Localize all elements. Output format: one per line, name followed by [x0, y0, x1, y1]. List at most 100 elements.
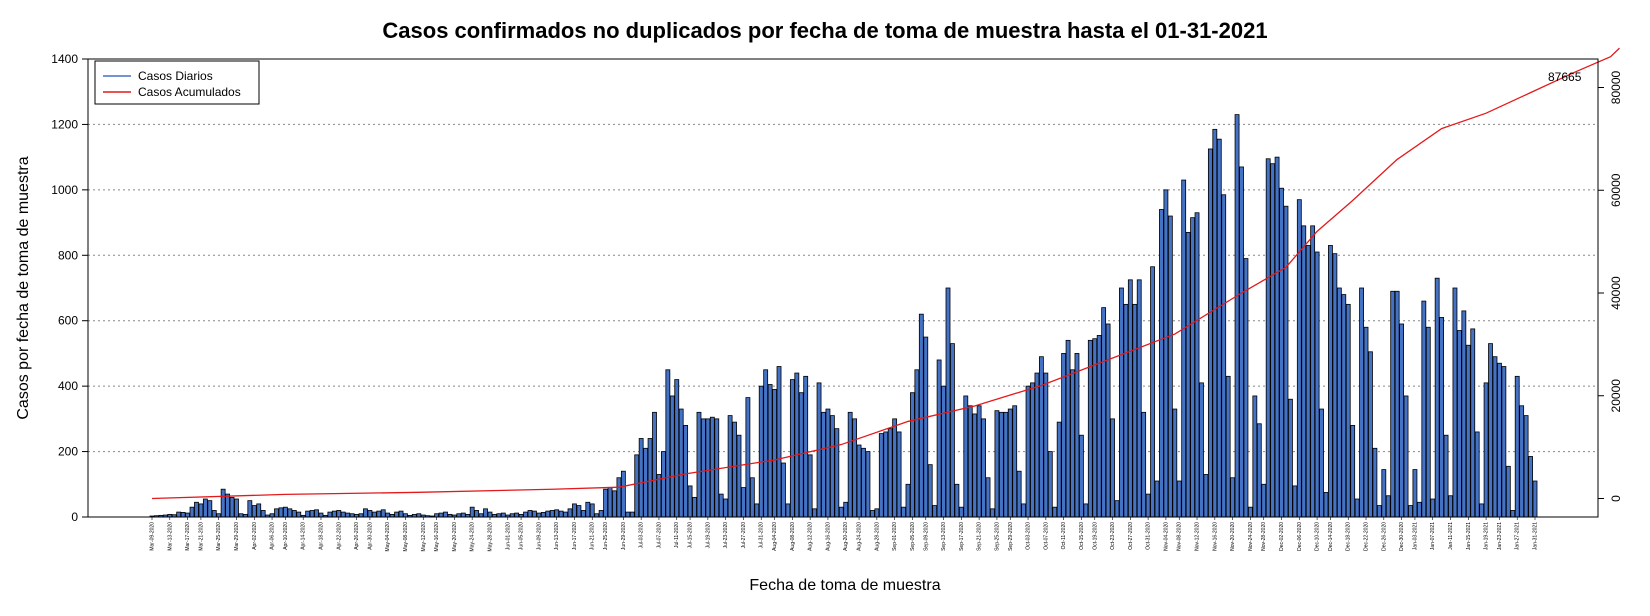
bar	[1323, 492, 1329, 518]
bar	[749, 477, 755, 518]
bar	[1265, 158, 1271, 518]
bar	[1523, 415, 1529, 518]
bar	[945, 287, 951, 518]
bar-series-daily	[149, 114, 1538, 518]
y-tick-label: 400	[58, 379, 78, 393]
bar	[803, 375, 809, 518]
legend-box	[94, 60, 260, 105]
x-tick-label: Mar-17-2020	[185, 522, 191, 551]
bar	[736, 434, 742, 518]
bar	[963, 395, 969, 518]
bar	[625, 511, 631, 518]
bar	[629, 511, 635, 518]
bar	[1181, 179, 1187, 518]
bar	[807, 454, 813, 518]
bar	[834, 428, 840, 518]
bar	[260, 510, 266, 518]
y2-tick-label: 40000	[1609, 276, 1623, 310]
bar	[1505, 465, 1511, 518]
x-tick-label: Nov-08-2020	[1177, 522, 1183, 551]
bar	[371, 511, 377, 518]
bar	[620, 470, 626, 518]
bar	[1225, 375, 1231, 518]
bar	[1194, 212, 1200, 518]
bar	[1154, 480, 1160, 518]
bar	[549, 510, 555, 518]
x-tick-label: Oct-27-2020	[1128, 522, 1134, 550]
bar	[469, 506, 475, 518]
bar	[798, 392, 804, 518]
x-tick-label: Jun-25-2020	[603, 522, 609, 550]
bar	[443, 511, 448, 518]
bar	[1007, 408, 1013, 518]
bar	[1012, 405, 1018, 518]
bar	[901, 506, 906, 518]
bar	[1243, 258, 1249, 518]
bar	[1461, 310, 1467, 518]
x-tick-label: Dec-26-2020	[1381, 522, 1387, 551]
bar	[1043, 372, 1049, 518]
bar	[865, 451, 871, 518]
bar	[870, 510, 875, 518]
x-tick-label: May-12-2020	[421, 522, 427, 552]
bar	[1314, 251, 1320, 518]
bar	[554, 509, 560, 518]
bar	[603, 488, 608, 518]
bar	[1412, 469, 1418, 518]
bar	[785, 503, 791, 518]
bar	[1230, 477, 1236, 518]
bar	[821, 411, 826, 518]
x-tick-label: Jun-21-2020	[590, 522, 596, 550]
bar	[1025, 385, 1031, 518]
bar	[985, 477, 991, 518]
x-tick-label: Nov-24-2020	[1248, 522, 1254, 551]
bar	[647, 438, 653, 518]
x-tick-label: Dec-30-2020	[1399, 522, 1405, 551]
x-tick-label: Jun-05-2020	[519, 522, 525, 550]
x-tick-label: May-16-2020	[434, 522, 440, 552]
bar	[990, 508, 995, 518]
bar	[1434, 277, 1440, 518]
bar	[1252, 395, 1258, 518]
bar	[287, 508, 293, 518]
bar	[936, 359, 942, 518]
bar	[1528, 456, 1533, 518]
bar	[576, 505, 582, 518]
bar	[1345, 303, 1351, 518]
bar	[754, 503, 760, 518]
x-tick-label: Nov-16-2020	[1212, 522, 1218, 551]
x-tick-label: Sep-29-2020	[1008, 522, 1014, 551]
bar	[1385, 495, 1391, 518]
bar	[781, 462, 786, 518]
bar	[1470, 328, 1476, 518]
bar	[905, 483, 911, 518]
x-tick-label: Jan-15-2021	[1466, 522, 1472, 550]
x-tick-label: Aug-12-2020	[808, 522, 814, 551]
bar	[767, 384, 773, 518]
bar	[843, 501, 849, 518]
bar	[1216, 138, 1222, 518]
bar	[1430, 498, 1436, 518]
bar	[892, 418, 898, 518]
bar	[701, 418, 706, 518]
bar	[1056, 421, 1062, 518]
x-tick-label: Jun-29-2020	[621, 522, 627, 550]
x-tick-label: Nov-12-2020	[1195, 522, 1201, 551]
x-tick-label: Mar-25-2020	[216, 522, 222, 551]
bar	[927, 464, 933, 518]
bar	[176, 511, 182, 518]
bar	[1319, 408, 1324, 518]
bar	[638, 438, 644, 518]
bar	[794, 372, 800, 518]
legend-label-cumulative: Casos Acumulados	[138, 85, 241, 99]
bar	[296, 511, 302, 518]
bar	[705, 418, 711, 518]
bar	[567, 508, 573, 518]
bar	[211, 510, 217, 518]
bar	[380, 509, 386, 518]
bar	[1016, 470, 1022, 518]
bar	[1110, 418, 1115, 518]
bar	[1003, 411, 1009, 518]
x-tick-label: Jul-03-2020	[639, 522, 645, 549]
